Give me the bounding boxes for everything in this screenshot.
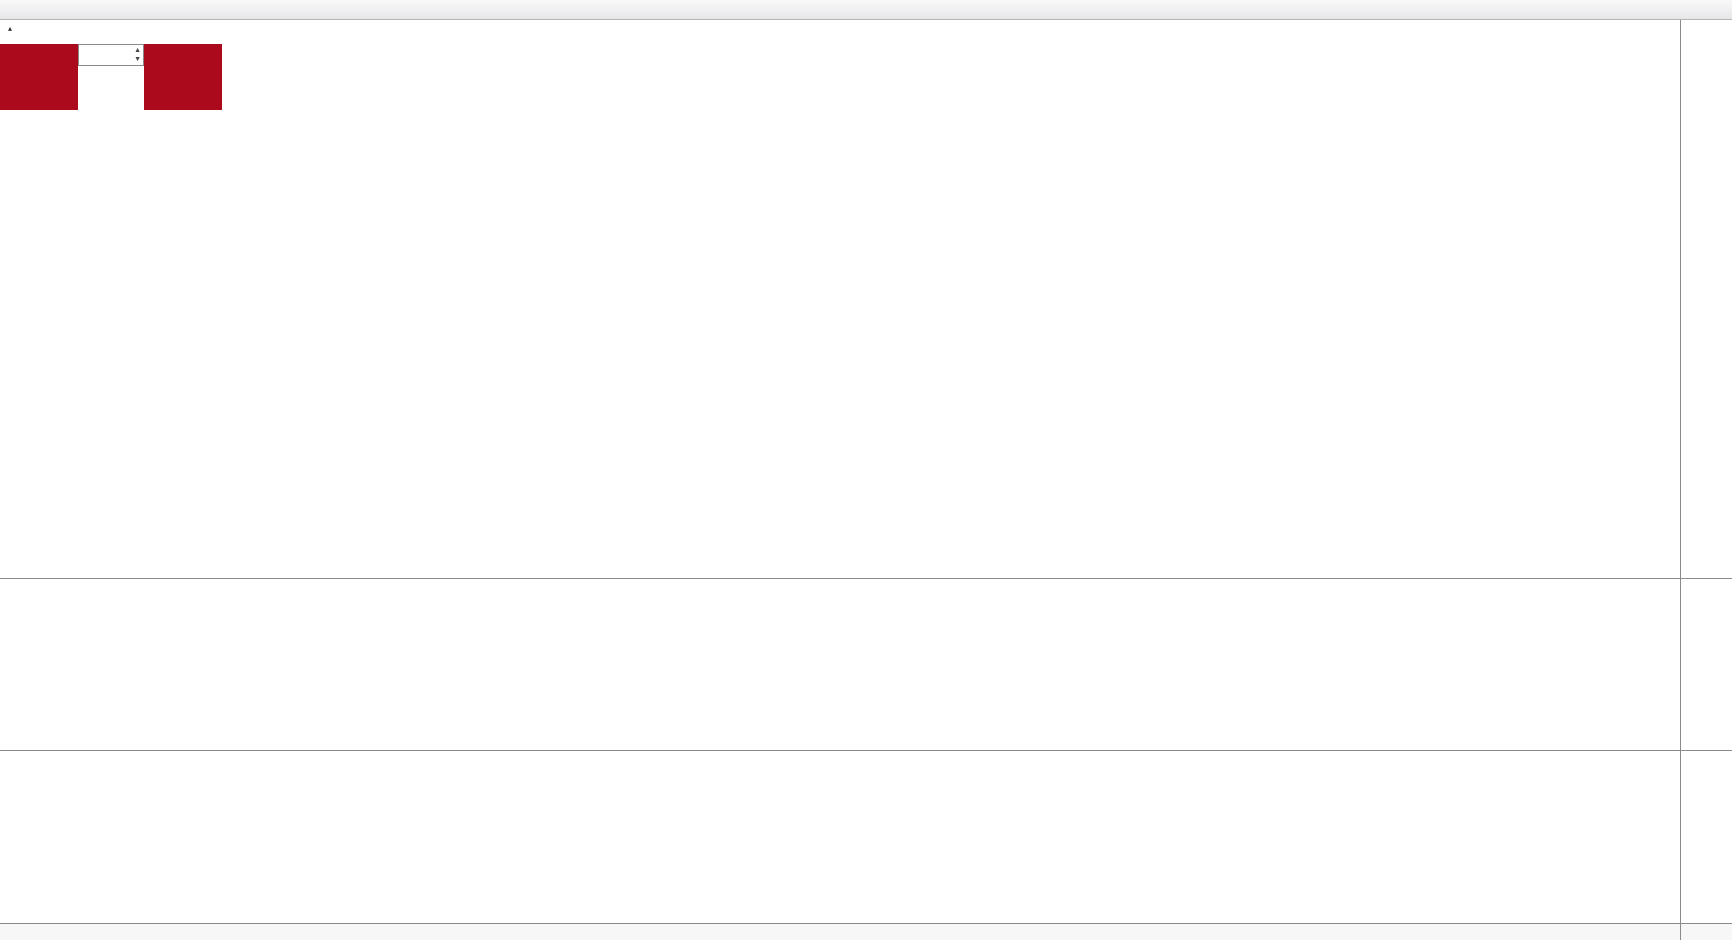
one-click-trading-panel: ▲ ▼	[0, 44, 222, 110]
toolbar	[0, 0, 1732, 20]
macd-panel	[0, 578, 1680, 750]
volume-up-arrow-icon[interactable]: ▲	[134, 47, 141, 54]
buy-button[interactable]	[144, 44, 222, 66]
trade-panel-price-row	[0, 66, 222, 110]
time-axis[interactable]	[0, 923, 1680, 940]
price-axis[interactable]	[1680, 20, 1732, 578]
rsi-axis	[1680, 750, 1732, 923]
macd-axis	[1680, 578, 1732, 750]
chart-area: ▴ ▲ ▼	[0, 20, 1732, 940]
trade-panel-gap	[78, 66, 144, 110]
volume-input[interactable]: ▲ ▼	[78, 44, 144, 66]
volume-spinner: ▲ ▼	[134, 46, 141, 64]
chart-title: ▴	[8, 24, 28, 33]
axis-corner	[1680, 923, 1732, 940]
sell-price-button[interactable]	[0, 66, 78, 110]
volume-down-arrow-icon[interactable]: ▼	[134, 56, 141, 63]
trade-panel-header-row: ▲ ▼	[0, 44, 222, 66]
main-chart-panel[interactable]: ▴ ▲ ▼	[0, 20, 1680, 578]
rsi-chart[interactable]	[0, 751, 1680, 923]
macd-chart[interactable]	[0, 579, 1680, 750]
rsi-panel	[0, 750, 1680, 923]
buy-price-button[interactable]	[144, 66, 222, 110]
chart-marker-icon: ▴	[8, 24, 13, 33]
sell-button[interactable]	[0, 44, 78, 66]
candlestick-chart[interactable]	[0, 20, 1680, 578]
